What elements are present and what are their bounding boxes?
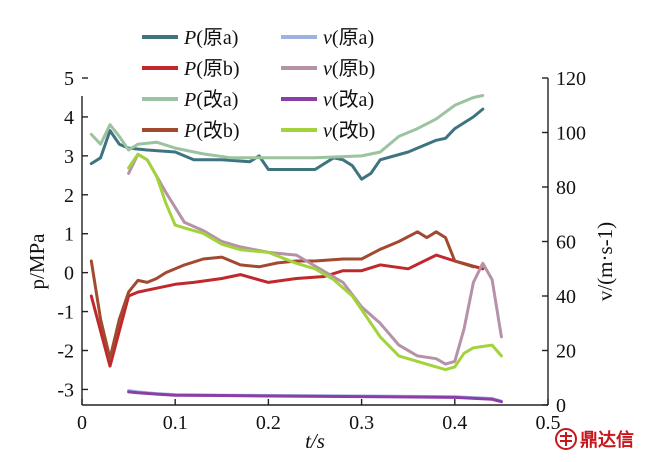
legend-entry: v(原b) <box>323 58 375 80</box>
legend-label: 改b <box>203 119 233 142</box>
legend-entry: P(改b) <box>183 119 240 142</box>
legend-paren-close: ) <box>232 89 239 111</box>
legend: P(原a)P(原b)P(改a)P(改b)v(原a)v(原b)v(改a)v(改b) <box>142 27 375 142</box>
legend-paren-close: ) <box>369 58 376 80</box>
legend-paren-open: ( <box>332 89 339 111</box>
y-left-tick-label: 3 <box>64 146 74 168</box>
legend-paren-open: ( <box>332 58 339 80</box>
legend-paren-open: ( <box>196 120 203 142</box>
legend-paren-open: ( <box>332 27 339 49</box>
series-line-right-6 <box>127 390 503 404</box>
legend-paren-open: ( <box>196 89 203 111</box>
y-left-tick-label: -3 <box>57 379 74 401</box>
x-tick-label: 0.5 <box>536 412 561 434</box>
legend-label: 改b <box>339 119 369 142</box>
series-line-left-2 <box>89 94 485 160</box>
y-left-tick-label: 0 <box>64 263 74 285</box>
legend-var: P <box>183 27 196 49</box>
x-tick-label: 0.4 <box>442 412 467 434</box>
y-right-tick-label: 0 <box>556 395 566 417</box>
y-right-tick-label: 120 <box>556 68 586 90</box>
legend-label: 改a <box>339 88 368 111</box>
x-tick-label: 0 <box>77 412 87 434</box>
legend-paren-close: ) <box>233 58 240 80</box>
y-right-axis-label: v/(m·s-1) <box>593 222 617 301</box>
legend-var: v <box>323 27 332 49</box>
legend-label: 改a <box>203 88 232 111</box>
legend-var: P <box>183 58 196 80</box>
legend-entry: P(改a) <box>183 88 238 111</box>
legend-label: 原b <box>203 58 233 80</box>
y-right-tick-label: 60 <box>556 232 576 254</box>
legend-entry: P(原a) <box>183 27 238 49</box>
series-line-left-1 <box>89 253 485 368</box>
x-tick-label: 0.1 <box>163 412 188 434</box>
legend-label: 原a <box>339 27 368 49</box>
legend-entry: P(原b) <box>183 58 240 80</box>
y-right-tick-label: 40 <box>556 286 576 308</box>
y-right-tick-label: 100 <box>556 123 586 145</box>
legend-label: 原b <box>339 58 369 80</box>
y-right-tick-label: 80 <box>556 177 576 199</box>
series-group <box>89 94 503 404</box>
y-left-tick-label: 1 <box>64 224 74 246</box>
legend-paren-open: ( <box>332 120 339 142</box>
legend-var: v <box>323 58 332 80</box>
legend-paren-close: ) <box>233 120 240 142</box>
series-line-left-3 <box>89 230 475 360</box>
series-line-right-7 <box>127 152 503 372</box>
legend-paren-close: ) <box>367 27 374 49</box>
watermark: 鼎达信 <box>555 428 634 451</box>
legend-var: v <box>323 89 332 111</box>
x-tick-label: 0.3 <box>349 412 374 434</box>
legend-paren-close: ) <box>369 120 376 142</box>
x-axis-label: t/s <box>305 429 325 453</box>
axes: 0 0.1 0.2 0.3 0.4 0.5 -3 -2 -1 0 1 2 3 4 5 0 20 40 60 80 100… <box>25 68 617 453</box>
legend-paren-open: ( <box>196 58 203 80</box>
watermark-logo-mark <box>560 432 572 446</box>
legend-entry: v(改b) <box>323 119 375 142</box>
legend-paren-open: ( <box>196 27 203 49</box>
legend-entry: v(改a) <box>323 88 374 111</box>
watermark-logo-icon <box>555 428 577 450</box>
legend-paren-close: ) <box>232 27 239 49</box>
y-left-tick-label: 2 <box>64 185 74 207</box>
y-right-tick-label: 20 <box>556 341 576 363</box>
legend-entry: v(原a) <box>323 27 374 49</box>
y-left-tick-label: 5 <box>64 68 74 90</box>
legend-var: P <box>183 120 196 142</box>
legend-var: P <box>183 89 196 111</box>
x-tick-label: 0.2 <box>256 412 281 434</box>
y-left-tick-label: -1 <box>57 302 74 324</box>
y-left-axis-label: p/MPa <box>25 233 49 290</box>
legend-var: v <box>323 120 332 142</box>
legend-paren-close: ) <box>367 89 374 111</box>
legend-label: 原a <box>203 27 232 49</box>
watermark-text: 鼎达信 <box>580 429 634 451</box>
y-left-tick-label: -2 <box>57 341 74 363</box>
y-left-tick-label: 4 <box>64 107 74 129</box>
